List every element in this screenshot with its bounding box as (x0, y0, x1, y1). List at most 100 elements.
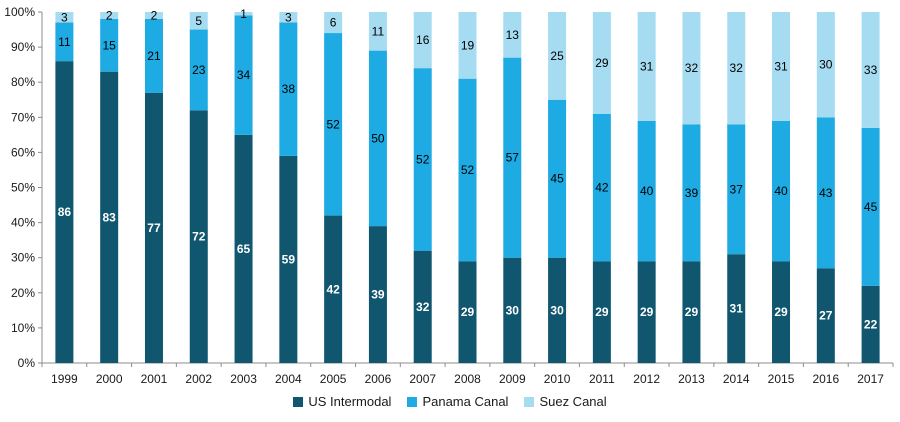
bar-segment (144, 12, 163, 20)
bar-segment (637, 261, 656, 363)
legend: US Intermodal Panama Canal Suez Canal (0, 394, 900, 409)
data-label: 11 (372, 24, 385, 38)
data-label: 29 (640, 305, 654, 319)
data-label: 65 (237, 242, 251, 256)
bar-segment (279, 22, 298, 156)
bar-segment (189, 12, 208, 30)
stacked-bar-chart: 0%10%20%30%40%50%60%70%80%90%100%8611319… (4, 5, 894, 386)
legend-label: US Intermodal (308, 394, 392, 409)
data-label: 39 (685, 186, 699, 200)
data-label: 37 (730, 182, 744, 196)
bar-segment (861, 12, 880, 128)
x-tick-label: 2015 (768, 372, 795, 386)
legend-label: Suez Canal (539, 394, 607, 409)
data-label: 77 (147, 221, 161, 235)
bar-segment (413, 12, 432, 69)
data-label: 29 (595, 305, 609, 319)
bar-segment (592, 12, 611, 114)
bar-segment (682, 124, 701, 262)
bar-segment (458, 12, 477, 79)
bar-segment (279, 155, 298, 363)
data-label: 29 (774, 305, 788, 319)
bar-segment (772, 12, 791, 121)
x-tick-label: 2014 (723, 372, 750, 386)
data-label: 32 (416, 300, 430, 314)
x-tick-label: 2003 (230, 372, 257, 386)
bar-segment (503, 57, 522, 258)
bar-segment (503, 257, 522, 363)
data-label: 30 (550, 303, 564, 317)
data-label: 11 (58, 35, 71, 49)
data-label: 19 (461, 38, 475, 52)
x-tick-label: 2011 (589, 372, 615, 386)
data-label: 52 (416, 152, 430, 166)
bar-segment (55, 12, 74, 23)
y-tick-label: 80% (11, 75, 35, 89)
x-tick-label: 2005 (320, 372, 347, 386)
bar-segment (55, 61, 74, 363)
bar-segment (324, 215, 343, 363)
data-label: 15 (103, 38, 117, 52)
bar-segment (548, 99, 567, 258)
legend-label: Panama Canal (422, 394, 509, 409)
bar-segment (772, 120, 791, 262)
bar-segment (368, 226, 387, 363)
bar-segment (189, 110, 208, 363)
x-tick-label: 2002 (185, 372, 212, 386)
data-label: 2 (106, 9, 113, 23)
data-label: 22 (864, 317, 878, 331)
data-label: 29 (595, 56, 609, 70)
data-label: 52 (326, 117, 340, 131)
legend-item: US Intermodal (293, 394, 391, 409)
legend-swatch (524, 396, 535, 407)
bar-segment (55, 22, 74, 62)
bar-segment (368, 50, 387, 227)
data-label: 3 (61, 10, 68, 24)
x-tick-label: 2008 (454, 372, 481, 386)
data-label: 40 (640, 184, 654, 198)
x-tick-label: 2000 (96, 372, 123, 386)
bar-segment (100, 19, 119, 72)
x-tick-label: 2006 (365, 372, 392, 386)
data-label: 45 (550, 172, 564, 186)
bar-segment (861, 127, 880, 286)
data-label: 50 (371, 131, 385, 145)
bar-segment (234, 15, 253, 135)
x-tick-label: 2009 (499, 372, 526, 386)
bar-segment (100, 12, 119, 20)
bar-segment (548, 257, 567, 363)
bar-segment (324, 33, 343, 216)
y-tick-label: 20% (11, 286, 35, 300)
bar-segment (413, 68, 432, 251)
x-tick-label: 2012 (633, 372, 660, 386)
y-tick-label: 40% (11, 216, 35, 230)
data-label: 27 (819, 309, 833, 323)
bar-segment (368, 12, 387, 51)
data-label: 2 (151, 9, 158, 23)
y-tick-label: 100% (4, 5, 35, 19)
data-label: 52 (461, 163, 475, 177)
y-tick-label: 10% (11, 321, 35, 335)
data-label: 38 (282, 82, 296, 96)
bar-segment (772, 261, 791, 363)
bar-segment (727, 254, 746, 363)
data-label: 57 (506, 151, 520, 165)
data-label: 3 (285, 10, 292, 24)
data-label: 30 (819, 58, 833, 72)
bar-segment (637, 12, 656, 121)
bar-segment (279, 12, 298, 23)
data-label: 45 (864, 200, 878, 214)
y-tick-label: 70% (11, 110, 35, 124)
bar-segment (816, 268, 835, 363)
data-label: 83 (103, 210, 117, 224)
data-label: 32 (730, 61, 744, 75)
bar-segment (592, 261, 611, 363)
data-label: 59 (282, 252, 296, 266)
bar-segment (816, 117, 835, 269)
x-tick-label: 2007 (409, 372, 436, 386)
data-label: 39 (371, 288, 385, 302)
bar-segment (144, 19, 163, 93)
bar-segment (144, 92, 163, 363)
bar-segment (637, 120, 656, 262)
x-tick-label: 2016 (812, 372, 839, 386)
